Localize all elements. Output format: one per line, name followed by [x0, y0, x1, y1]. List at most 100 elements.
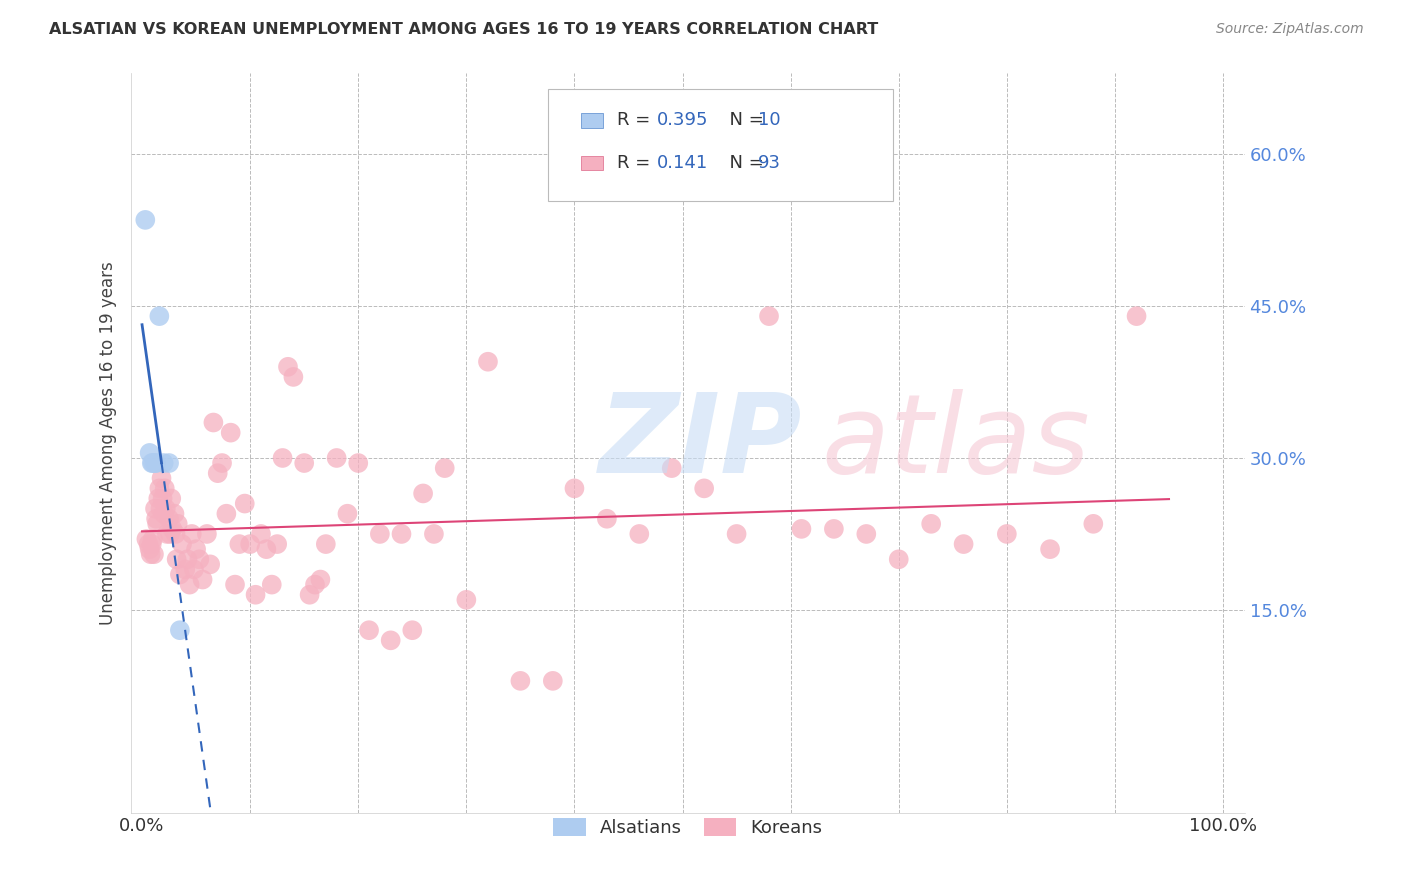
- Point: [277, 359, 299, 374]
- Point: [138, 446, 160, 460]
- Point: [162, 522, 184, 536]
- Point: [143, 456, 166, 470]
- Point: [148, 491, 170, 506]
- Point: [188, 552, 211, 566]
- Text: ALSATIAN VS KOREAN UNEMPLOYMENT AMONG AGES 16 TO 19 YEARS CORRELATION CHART: ALSATIAN VS KOREAN UNEMPLOYMENT AMONG AG…: [49, 22, 879, 37]
- Point: [823, 522, 845, 536]
- Text: 10: 10: [758, 112, 780, 129]
- Point: [153, 481, 176, 495]
- Point: [142, 532, 165, 546]
- Y-axis label: Unemployment Among Ages 16 to 19 years: Unemployment Among Ages 16 to 19 years: [100, 260, 117, 624]
- Point: [693, 481, 716, 495]
- Point: [183, 562, 205, 576]
- Point: [215, 507, 238, 521]
- Point: [142, 547, 165, 561]
- Point: [541, 673, 564, 688]
- Point: [219, 425, 242, 440]
- Point: [166, 552, 188, 566]
- Point: [920, 516, 942, 531]
- Point: [380, 633, 402, 648]
- Point: [412, 486, 434, 500]
- Point: [184, 542, 207, 557]
- Point: [150, 471, 173, 485]
- Point: [139, 547, 162, 561]
- Point: [391, 527, 413, 541]
- Point: [148, 309, 170, 323]
- Point: [146, 516, 169, 531]
- Legend: Alsatians, Koreans: Alsatians, Koreans: [546, 811, 830, 844]
- Point: [169, 624, 191, 638]
- Point: [155, 501, 177, 516]
- Point: [143, 501, 166, 516]
- Point: [233, 497, 256, 511]
- Point: [628, 527, 651, 541]
- Point: [170, 537, 193, 551]
- Point: [163, 507, 186, 521]
- Point: [157, 456, 180, 470]
- Point: [790, 522, 813, 536]
- Point: [456, 592, 478, 607]
- Point: [195, 527, 218, 541]
- Point: [509, 673, 531, 688]
- Point: [315, 537, 337, 551]
- Point: [661, 461, 683, 475]
- Text: Source: ZipAtlas.com: Source: ZipAtlas.com: [1216, 22, 1364, 37]
- Point: [169, 567, 191, 582]
- Point: [166, 516, 188, 531]
- Point: [725, 527, 748, 541]
- Text: R =: R =: [617, 154, 662, 172]
- Point: [165, 527, 187, 541]
- Text: N =: N =: [718, 112, 770, 129]
- Point: [198, 558, 221, 572]
- Point: [149, 501, 172, 516]
- Point: [135, 532, 157, 546]
- Point: [160, 491, 183, 506]
- Point: [157, 512, 180, 526]
- Point: [423, 527, 446, 541]
- Text: 0.395: 0.395: [657, 112, 709, 129]
- Point: [159, 527, 181, 541]
- Text: 93: 93: [758, 154, 780, 172]
- Point: [207, 466, 229, 480]
- Point: [142, 456, 165, 470]
- Text: ZIP: ZIP: [599, 389, 803, 496]
- Point: [855, 527, 877, 541]
- Point: [260, 577, 283, 591]
- Point: [596, 512, 619, 526]
- Point: [1083, 516, 1105, 531]
- Point: [179, 577, 201, 591]
- Point: [758, 309, 780, 323]
- Point: [304, 577, 326, 591]
- Point: [271, 450, 294, 465]
- Point: [191, 573, 214, 587]
- Point: [176, 552, 198, 566]
- Point: [309, 573, 332, 587]
- Point: [433, 461, 456, 475]
- Point: [134, 213, 156, 227]
- Point: [325, 450, 347, 465]
- Point: [202, 416, 225, 430]
- Point: [156, 527, 179, 541]
- Point: [1039, 542, 1062, 557]
- Point: [347, 456, 370, 470]
- Point: [224, 577, 246, 591]
- Point: [228, 537, 250, 551]
- Text: R =: R =: [617, 112, 657, 129]
- Text: 0.141: 0.141: [657, 154, 707, 172]
- Point: [283, 370, 305, 384]
- Point: [141, 456, 163, 470]
- Point: [145, 456, 167, 470]
- Text: atlas: atlas: [821, 389, 1090, 496]
- Point: [292, 456, 315, 470]
- Point: [401, 624, 423, 638]
- Point: [887, 552, 910, 566]
- Point: [250, 527, 273, 541]
- Point: [995, 527, 1018, 541]
- Point: [211, 456, 233, 470]
- Text: N =: N =: [718, 154, 770, 172]
- Point: [239, 537, 262, 551]
- Point: [152, 491, 174, 506]
- Point: [141, 537, 163, 551]
- Point: [266, 537, 288, 551]
- Point: [368, 527, 391, 541]
